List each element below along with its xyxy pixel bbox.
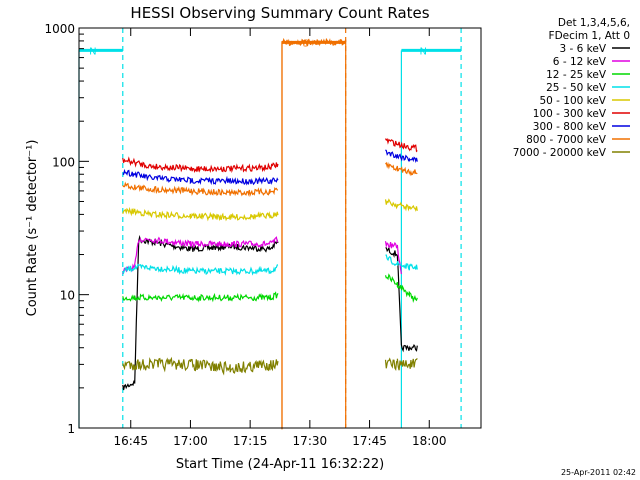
series-layer (122, 37, 418, 430)
legend-label-1: 6 - 12 keV (553, 56, 607, 68)
series-5-segment-1 (384, 138, 418, 153)
legend-label-3: 25 - 50 keV (546, 82, 607, 94)
x-tick-label-0: 16:45 (113, 434, 148, 448)
series-7-segment-1 (385, 161, 418, 177)
flag-2-label: S (303, 38, 309, 49)
series-6-segment-0 (122, 168, 279, 186)
series-6-segment-1 (385, 149, 418, 164)
x-axis-label: Start Time (24-Apr-11 16:32:22) (176, 457, 384, 472)
series-4-segment-1 (384, 198, 418, 212)
flag-0-label: N (89, 46, 96, 57)
legend-label-6: 300 - 800 keV (533, 121, 607, 133)
series-8-segment-0 (122, 356, 279, 376)
series-2-segment-0 (122, 291, 279, 303)
plot-frame (78, 27, 482, 429)
series-8-segment-1 (384, 357, 418, 371)
legend-label-4: 50 - 100 keV (539, 95, 606, 107)
y-tick-label-1: 10 (60, 289, 75, 303)
series-0-segment-1 (385, 246, 418, 353)
series-2-segment-1 (384, 273, 418, 303)
x-tick-label-2: 17:15 (233, 434, 268, 448)
series-7-segment-0 (122, 181, 279, 198)
y-tick-label-0: 1 (67, 422, 75, 436)
axes-layer: 16:45 17:00 17:15 17:30 17:45 18:00 1 10 100 1000 (44, 22, 446, 448)
chart-title: HESSI Observing Summary Count Rates (130, 4, 429, 22)
legend-label-7: 800 - 7000 keV (526, 134, 607, 146)
legend-label-5: 100 - 300 keV (533, 108, 607, 120)
series-1-segment-0 (122, 236, 279, 274)
series-3-segment-1 (385, 254, 418, 271)
x-tick-label-1: 17:00 (173, 434, 208, 448)
series-3-segment-0 (122, 263, 279, 276)
series-7-segment-2 (281, 37, 347, 430)
legend-label-8: 7000 - 20000 keV (513, 147, 607, 159)
y-tick-label-2: 100 (52, 155, 75, 169)
x-tick-label-3: 17:30 (293, 434, 328, 448)
x-tick-label-5: 18:00 (412, 434, 447, 448)
legend-label-2: 12 - 25 keV (546, 69, 607, 81)
legend-label-0: 3 - 6 keV (559, 43, 606, 55)
legend-header-0: Det 1,3,4,5,6, (558, 17, 630, 29)
y-axis-label: Count Rate (s⁻¹ detector⁻¹) (25, 140, 40, 317)
series-0-segment-0 (122, 234, 279, 391)
flag-1-label: N (420, 46, 427, 57)
y-tick-label-3: 1000 (44, 22, 75, 36)
series-5-segment-0 (122, 156, 279, 174)
series-4-segment-0 (122, 206, 279, 222)
x-tick-label-4: 17:45 (352, 434, 387, 448)
series-1-segment-1 (384, 241, 402, 275)
legend: Det 1,3,4,5,6,FDecim 1, Att 03 - 6 keV6 … (513, 17, 630, 159)
legend-header-1: FDecim 1, Att 0 (549, 30, 630, 42)
generation-timestamp: 25-Apr-2011 02:42 (561, 468, 636, 477)
